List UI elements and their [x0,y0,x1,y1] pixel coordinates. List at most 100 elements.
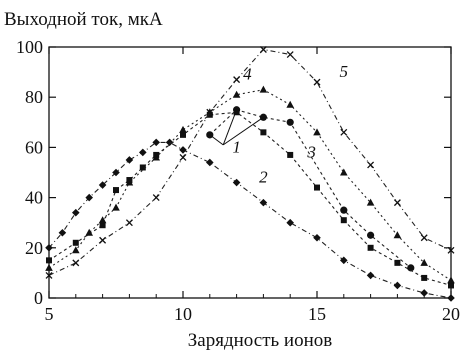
marker-triangle [98,216,107,224]
marker-diamond [72,208,80,217]
series-line [48,111,452,286]
marker-triangle [152,153,160,161]
marker-diamond [85,193,93,202]
y-tick-label: 20 [25,238,43,258]
marker-cross-stroke [447,246,455,254]
marker-square [340,217,347,224]
marker-square [260,129,267,136]
y-tick-label: 100 [16,37,43,57]
marker-triangle [286,100,294,108]
marker-triangle [125,178,134,186]
marker-triangle [232,90,241,98]
marker-diamond [165,138,174,147]
marker-cross [72,259,80,267]
marker-cross [340,128,348,136]
marker-diamond [152,138,160,147]
x-axis-label: Зарядность ионов [188,330,332,351]
marker-cross-stroke [313,78,321,86]
marker-diamond [447,294,455,302]
marker-diamond [259,198,268,207]
marker-cross-stroke [179,153,187,161]
marker-cross-stroke [393,199,401,207]
axes [48,46,452,299]
leader-line-1 [222,116,264,146]
marker-circle [286,118,294,126]
marker-diamond [313,233,321,242]
plot-frame [48,46,452,299]
marker-diamond [45,244,53,252]
marker-square [72,239,79,246]
marker-diamond [393,281,402,290]
marker-circle [367,231,375,239]
marker-cross [45,271,53,279]
marker-square [287,151,294,158]
marker-diamond [286,218,294,227]
marker-cross [286,51,294,58]
y-tick-label: 40 [25,188,43,208]
series-line [48,89,452,281]
marker-triangle [72,246,80,254]
marker-square [99,222,106,229]
marker-cross [313,78,321,86]
x-tick-label: 15 [308,304,326,324]
annotation-layer: 12 3 4 5 [209,62,348,187]
marker-diamond [139,148,147,157]
marker-diamond [112,168,120,177]
marker-cross-stroke [286,51,294,58]
marker-diamond [340,256,348,265]
marker-triangle [85,228,93,236]
marker-square [233,109,240,116]
marker-square [394,259,401,266]
series-1 [206,106,415,272]
marker-cross [179,153,187,161]
marker-triangle [112,203,120,211]
marker-cross [125,219,133,227]
y-tick-label: 80 [25,87,43,107]
marker-diamond [125,156,134,164]
marker-diamond [98,181,107,189]
marker-cross-stroke [420,234,428,242]
leader-line-1 [209,134,224,146]
marker-square [421,274,428,281]
marker-diamond [366,271,375,280]
marker-triangle [45,263,53,271]
curve-label-1: 1 [232,137,241,156]
marker-circle [407,264,415,272]
marker-cross-stroke [233,76,241,84]
marker-triangle [447,276,455,284]
marker-triangle [259,85,268,93]
marker-diamond [179,146,187,154]
marker-square [139,164,146,171]
marker-cross [420,234,428,242]
series-layer [45,46,455,302]
marker-cross-stroke [367,161,375,169]
curve-label-2: 2 [259,168,268,187]
marker-triangle [313,128,321,136]
marker-cross [367,161,375,169]
marker-square [180,131,186,138]
marker-triangle [366,198,375,206]
marker-diamond [420,289,428,297]
curve-label-3: 3 [306,142,316,161]
marker-cross [233,76,241,84]
marker-cross-stroke [152,194,160,202]
leader-line-1 [222,109,238,146]
marker-square [448,282,454,289]
series-5 [45,46,455,279]
marker-cross [447,246,455,254]
marker-cross [206,108,214,116]
marker-cross-stroke [125,219,133,227]
y-tick-label: 0 [34,288,43,308]
marker-square [46,257,52,264]
marker-diamond [232,178,241,187]
marker-square [367,244,374,251]
series-line [48,48,452,276]
curve-label-4: 4 [243,65,252,84]
y-tick-label: 60 [25,137,43,157]
marker-triangle [179,125,187,133]
marker-cross-stroke [259,46,267,53]
x-tick-label: 5 [45,304,54,324]
marker-cross-stroke [340,128,348,136]
marker-cross [152,194,160,202]
